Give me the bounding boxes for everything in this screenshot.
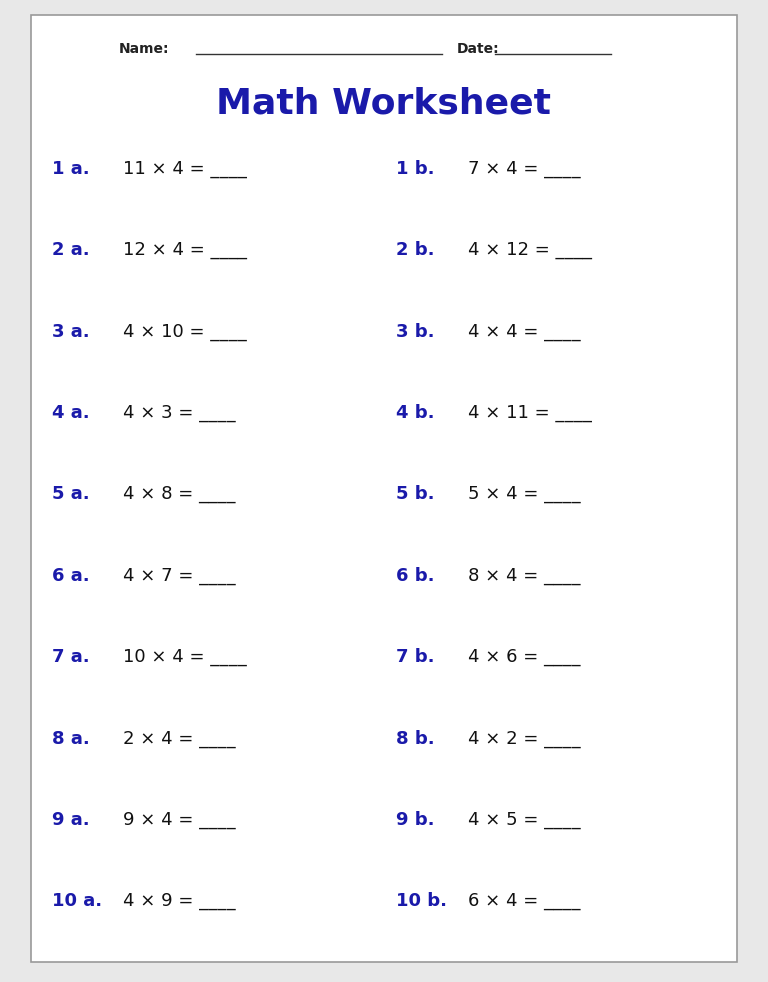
Text: 4 × 7 = ____: 4 × 7 = ____ — [123, 567, 236, 585]
Text: 5 × 4 = ____: 5 × 4 = ____ — [468, 485, 581, 504]
Text: 4 b.: 4 b. — [396, 405, 434, 422]
Text: 7 a.: 7 a. — [52, 648, 90, 666]
Text: 2 × 4 = ____: 2 × 4 = ____ — [123, 730, 236, 747]
Text: 9 b.: 9 b. — [396, 811, 434, 829]
Text: 10 × 4 = ____: 10 × 4 = ____ — [123, 648, 247, 666]
Text: 6 b.: 6 b. — [396, 567, 434, 585]
Text: 7 × 4 = ____: 7 × 4 = ____ — [468, 160, 581, 178]
Text: 2 a.: 2 a. — [52, 242, 90, 259]
Text: 6 a.: 6 a. — [52, 567, 90, 585]
Text: 9 × 4 = ____: 9 × 4 = ____ — [123, 811, 236, 829]
Text: 1 b.: 1 b. — [396, 160, 434, 178]
Text: 12 × 4 = ____: 12 × 4 = ____ — [123, 242, 247, 259]
Text: 4 × 5 = ____: 4 × 5 = ____ — [468, 811, 581, 829]
Text: 4 × 11 = ____: 4 × 11 = ____ — [468, 405, 592, 422]
Text: 10 a.: 10 a. — [52, 893, 102, 910]
Text: 3 b.: 3 b. — [396, 323, 434, 341]
Text: 8 b.: 8 b. — [396, 730, 434, 747]
Text: 4 × 10 = ____: 4 × 10 = ____ — [123, 323, 247, 341]
Text: 10 b.: 10 b. — [396, 893, 446, 910]
Text: 7 b.: 7 b. — [396, 648, 434, 666]
Text: 1 a.: 1 a. — [52, 160, 90, 178]
Text: 4 × 4 = ____: 4 × 4 = ____ — [468, 323, 581, 341]
Text: Math Worksheet: Math Worksheet — [217, 86, 551, 120]
Text: 8 × 4 = ____: 8 × 4 = ____ — [468, 567, 581, 585]
Text: 3 a.: 3 a. — [52, 323, 90, 341]
Text: 5 a.: 5 a. — [52, 485, 90, 504]
Text: 8 a.: 8 a. — [52, 730, 90, 747]
Text: 6 × 4 = ____: 6 × 4 = ____ — [468, 893, 581, 910]
Text: 4 × 9 = ____: 4 × 9 = ____ — [123, 893, 236, 910]
Text: Date:: Date: — [457, 42, 500, 56]
Text: 11 × 4 = ____: 11 × 4 = ____ — [123, 160, 247, 178]
Text: Name:: Name: — [119, 42, 170, 56]
Text: 4 × 3 = ____: 4 × 3 = ____ — [123, 405, 236, 422]
Text: 5 b.: 5 b. — [396, 485, 434, 504]
Text: 4 × 6 = ____: 4 × 6 = ____ — [468, 648, 581, 666]
Text: 2 b.: 2 b. — [396, 242, 434, 259]
Text: 4 a.: 4 a. — [52, 405, 90, 422]
Text: 4 × 8 = ____: 4 × 8 = ____ — [123, 485, 235, 504]
Text: 4 × 12 = ____: 4 × 12 = ____ — [468, 242, 592, 259]
Text: 9 a.: 9 a. — [52, 811, 90, 829]
Text: 4 × 2 = ____: 4 × 2 = ____ — [468, 730, 581, 747]
